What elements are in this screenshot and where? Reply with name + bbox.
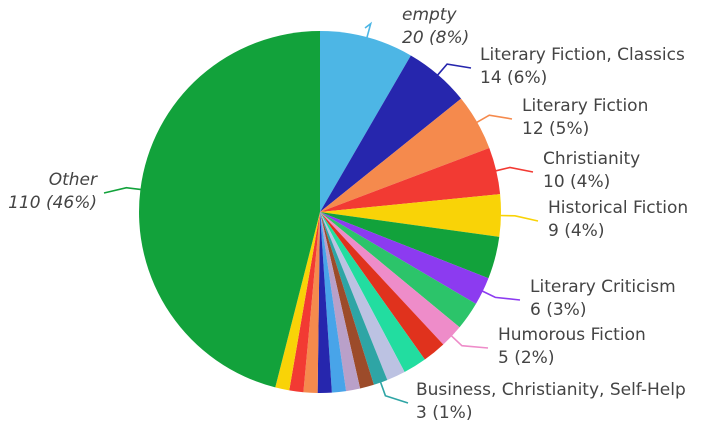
pie-slice: [320, 212, 374, 389]
leader-line: [103, 186, 143, 194]
pie-slice: [320, 212, 425, 373]
slice-label: Business, Christianity, Self-Help: [416, 380, 686, 400]
slice-label: Literary Fiction, Classics: [480, 45, 685, 65]
pie-slice: [320, 212, 347, 393]
slice-label: empty: [402, 5, 457, 25]
slice-label: Christianity: [543, 149, 640, 169]
pie-slice: [139, 31, 320, 388]
slice-value-label: 10 (4%): [543, 172, 610, 192]
pie-slice: [320, 212, 444, 360]
leader-line: [449, 334, 489, 349]
pie-slice: [289, 212, 320, 393]
slice-value-label: 3 (1%): [416, 403, 472, 423]
leader-line: [436, 63, 472, 77]
slice-label: Other: [49, 170, 98, 190]
pie-slice: [320, 212, 405, 381]
pie-slice: [320, 212, 489, 304]
leader-lines: [103, 21, 539, 404]
leader-line: [364, 21, 373, 40]
pie-slice: [320, 212, 476, 328]
pie-slice: [275, 212, 320, 391]
pie-slice: [303, 212, 320, 393]
slice-label: Humorous Fiction: [498, 325, 646, 345]
pie-slice: [320, 212, 500, 279]
leader-line: [475, 114, 513, 124]
pie-slice: [320, 147, 501, 212]
pie-slice: [320, 212, 388, 385]
pie-slice: [320, 194, 502, 237]
slice-value-label: 6 (3%): [530, 300, 586, 320]
pie-slices: [139, 31, 502, 393]
leader-line: [494, 166, 534, 173]
pie-slice: [320, 31, 411, 212]
leader-line: [480, 289, 521, 301]
slice-value-label: 9 (4%): [548, 221, 604, 241]
pie-slice: [320, 212, 361, 392]
slice-label: Literary Fiction: [522, 96, 648, 116]
leader-line: [379, 380, 409, 404]
leader-line: [498, 214, 539, 222]
pie-slice: [317, 212, 332, 393]
slice-value-label: 5 (2%): [498, 348, 554, 368]
slice-labels: empty 20 (8%) Literary Fiction, Classics 14…: [8, 5, 688, 423]
slice-value-label: 12 (5%): [522, 119, 589, 139]
pie-slice: [320, 55, 462, 213]
slice-label: Literary Criticism: [530, 277, 676, 297]
slice-value-label: 14 (6%): [480, 68, 547, 88]
pie-slice: [320, 98, 490, 212]
slice-value-label: 20 (8%): [402, 28, 469, 48]
slice-label: Historical Fiction: [548, 198, 688, 218]
slice-value-label: 110 (46%): [8, 193, 97, 213]
pie-slice: [320, 212, 460, 345]
